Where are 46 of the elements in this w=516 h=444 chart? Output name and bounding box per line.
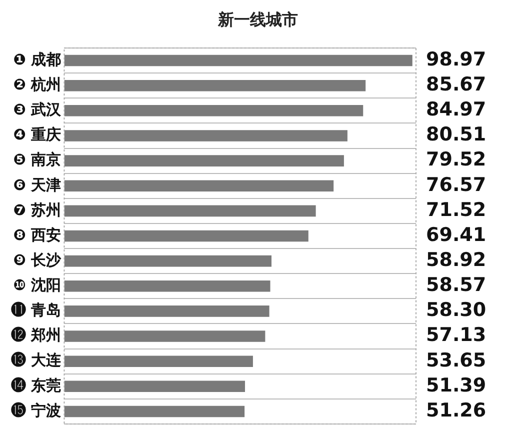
data-label: 98.97: [426, 48, 486, 70]
data-label: 71.52: [426, 198, 486, 221]
data-label: 79.52: [426, 148, 486, 171]
data-label: 51.26: [426, 399, 486, 422]
y-tick-label: ❸ 武汉: [13, 100, 62, 119]
bar: [64, 180, 334, 192]
bar: [64, 380, 245, 392]
data-label: 51.39: [426, 374, 486, 396]
y-tick-label: ❾ 长沙: [13, 250, 62, 269]
bar: [64, 205, 316, 217]
bar: [64, 80, 366, 92]
data-label: 80.51: [426, 124, 486, 146]
y-tick-label: ❿ 沈阳: [13, 276, 62, 294]
y-tick-label: ❹ 重庆: [13, 126, 62, 144]
bar: [64, 155, 344, 166]
y-tick-label: ❷ 杭州: [13, 75, 62, 94]
data-label: 69.41: [426, 224, 486, 246]
bar: [64, 54, 412, 66]
y-tick-label: ⓯ 宁波: [10, 401, 62, 420]
bar: [64, 255, 272, 267]
data-label: 58.30: [426, 299, 486, 322]
bar: [64, 330, 266, 342]
data-label: 57.13: [426, 324, 486, 346]
data-label: 76.57: [426, 174, 486, 196]
bar: [64, 406, 245, 418]
bar: [64, 280, 270, 292]
chart-title: 新一线城市: [216, 9, 299, 31]
y-tick-label: ⓫ 青岛: [10, 301, 62, 320]
y-tick-label: ⓬ 郑州: [10, 326, 62, 344]
y-tick-label: ⓮ 东莞: [10, 376, 62, 394]
bar: [64, 306, 270, 317]
bar: [64, 230, 308, 242]
y-tick-label: ❻ 天津: [13, 176, 62, 194]
data-label: 58.57: [426, 274, 486, 296]
y-tick-label: ❼ 苏州: [13, 200, 62, 219]
y-tick-label: ❶ 成都: [13, 50, 62, 68]
y-tick-label: ❽ 西安: [13, 226, 62, 244]
y-tick-label: ⓭ 大连: [10, 351, 62, 370]
y-tick-label: ❺ 南京: [13, 150, 62, 169]
data-label: 85.67: [426, 74, 486, 96]
data-label: 53.65: [426, 349, 486, 372]
data-label: 84.97: [426, 98, 486, 121]
bar: [64, 356, 253, 367]
data-label: 58.92: [426, 249, 486, 272]
bar: [64, 105, 364, 116]
bar: [64, 130, 348, 142]
